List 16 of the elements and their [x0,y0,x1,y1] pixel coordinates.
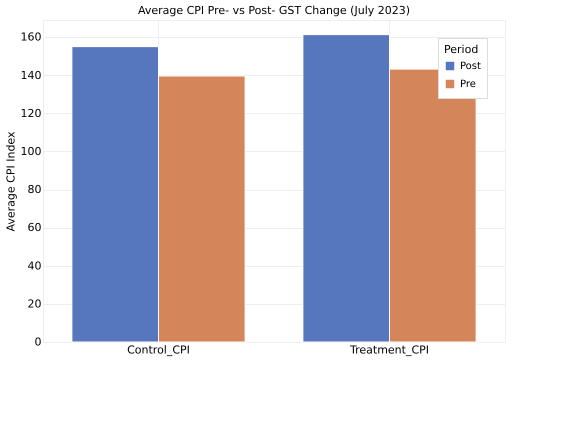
y-tick-label: 40 [28,259,42,272]
y-tick-label: 60 [28,221,42,234]
y-tick-label: 100 [20,144,42,158]
y-tick-label: 0 [34,336,42,348]
y-tick-label: 20 [28,297,42,310]
y-tick-label: 120 [20,106,42,120]
legend-title: Period [444,43,478,56]
legend-label: Pre [460,79,476,90]
y-tick-label: 80 [28,183,42,196]
x-tick-label: Treatment_CPI [348,344,430,356]
legend-label: Post [460,61,481,72]
chart-title: Average CPI Pre- vs Post- GST Change (July 2023) [138,4,410,17]
x-tick-label: Control_CPI [127,344,190,356]
y-axis-title: Average CPI Index [4,131,18,232]
y-tick-label: 160 [20,30,42,44]
y-tick-label: 140 [20,68,42,82]
